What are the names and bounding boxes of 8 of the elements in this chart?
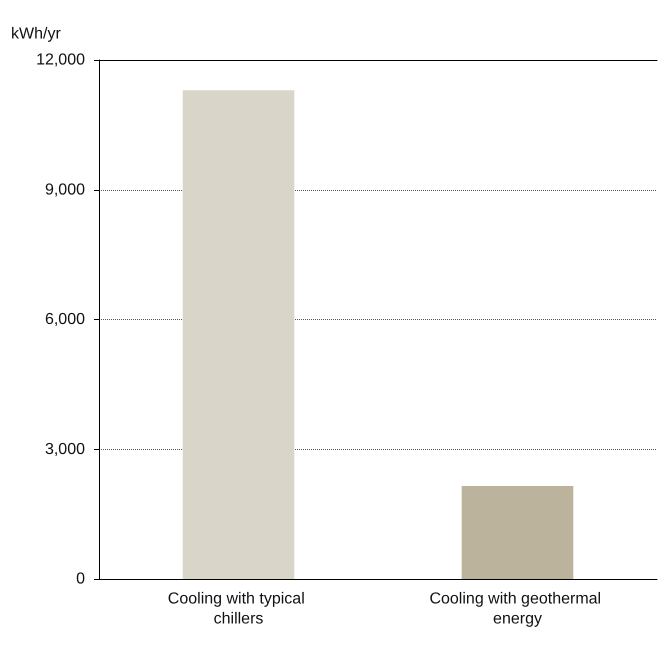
y-tick-label: 3,000 [44, 440, 86, 458]
x-tick-label: Cooling with typical chillers [168, 590, 310, 628]
y-axis-title: kWh/yr [11, 26, 62, 42]
y-tick-label: 9,000 [44, 181, 86, 198]
x-tick-label: Cooling with geothermal energy [429, 590, 606, 628]
y-tick-label: 12,000 [36, 52, 86, 68]
y-tick-label: 6,000 [44, 311, 86, 328]
y-tick-label: 0 [76, 570, 86, 588]
